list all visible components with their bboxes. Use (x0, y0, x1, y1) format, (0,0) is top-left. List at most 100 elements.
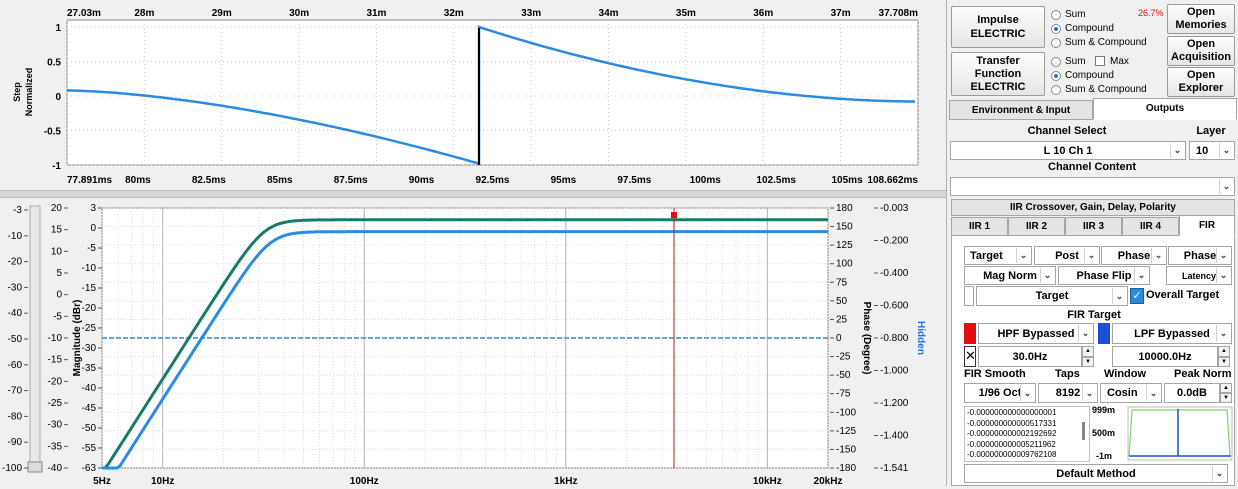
impulse-radio-sum-compound[interactable]: Sum & Compound (1051, 37, 1147, 48)
button-label: Memories (1175, 19, 1227, 31)
stepper-down-icon[interactable]: ▼ (1082, 356, 1094, 367)
axis-tick: -5 (53, 311, 62, 322)
transfer-radio-compound[interactable]: Compound (1051, 70, 1114, 81)
channel-select-dropdown[interactable]: L 10 Ch 1 ⌄ (950, 141, 1186, 160)
stepper-up-icon[interactable]: ▲ (1082, 346, 1094, 357)
dropdown-value: Cosin (1107, 387, 1138, 399)
chevron-down-icon: ⌄ (1216, 325, 1230, 342)
chevron-down-icon: ⌄ (1016, 248, 1030, 263)
axis-tick: -125 (836, 426, 856, 437)
stepper-up-icon[interactable]: ▲ (1218, 346, 1230, 357)
iir-header-tab[interactable]: IIR Crossover, Gain, Delay, Polarity (951, 199, 1235, 216)
hpf-color-swatch[interactable] (964, 323, 976, 344)
lpf-frequency-field[interactable]: 10000.0Hz (1112, 346, 1218, 367)
impulse-button[interactable]: Impulse ELECTRIC (951, 6, 1045, 48)
phase-dropdown-2[interactable]: Phase ⌄ (1168, 246, 1232, 265)
tab-iir-3[interactable]: IIR 3 (1065, 217, 1122, 236)
axis-tick: 0 (836, 333, 842, 344)
transfer-function-button[interactable]: Transfer Function ELECTRIC (951, 52, 1045, 96)
freq-plot-area[interactable]: -3 -10 -20 -30 -40 -50 -60 -70 -80 -90 -100 20 15 10… (0, 198, 946, 487)
tab-iir-4[interactable]: IIR 4 (1122, 217, 1179, 236)
latency-dropdown[interactable]: Latency ⌄ (1166, 266, 1232, 285)
hpf-frequency-field[interactable]: 30.0Hz (978, 346, 1082, 367)
step-bottom-tick: 108.662ms (867, 175, 918, 186)
window-dropdown[interactable]: Cosin ⌄ (1100, 383, 1162, 403)
step-bottom-tick: 102.5ms (756, 175, 796, 186)
coefficient-list[interactable]: -0.000000000000000001 -0.000000000000517… (964, 406, 1090, 462)
tab-environment-input[interactable]: Environment & Input (949, 100, 1093, 120)
hpf-dropdown[interactable]: HPF Bypassed ⌄ (978, 323, 1094, 344)
overall-target-label: Overall Target (1146, 289, 1220, 301)
radio-dot (1051, 56, 1061, 67)
peak-norm-field[interactable]: 0.0dB (1164, 383, 1220, 403)
method-dropdown[interactable]: Default Method ⌄ (964, 464, 1228, 483)
step-plot-area[interactable]: 27.03m 28m 29m 30m 31m 32m 33m 34m 35m 36m 37m 37.7… (0, 0, 946, 190)
lpf-frequency-stepper[interactable]: ▲ ▼ (1218, 346, 1230, 367)
step-top-tick: 34m (599, 8, 619, 19)
dropdown-value: Phase (1183, 249, 1217, 262)
channel-content-dropdown[interactable]: ⌄ (950, 177, 1235, 196)
axis-tick: 10 (51, 246, 63, 257)
tab-outputs[interactable]: Outputs (1093, 98, 1237, 120)
dropdown-value: Mag Norm (983, 269, 1037, 282)
fir-smooth-dropdown[interactable]: 1/96 Oct ⌄ (964, 383, 1036, 403)
axis-tick: -15 (82, 283, 97, 294)
step-y-tick: 0 (55, 92, 61, 103)
axis-tick: -30 (82, 343, 97, 354)
fir-target-label: FIR Target (1067, 309, 1121, 321)
dropdown-value: Phase (1117, 249, 1151, 262)
stepper-up-icon[interactable]: ▲ (1220, 383, 1232, 393)
tab-iir-2[interactable]: IIR 2 (1008, 217, 1065, 236)
chevron-down-icon: ⌄ (1212, 466, 1226, 481)
dropdown-value: Phase Flip (1076, 269, 1132, 282)
hpf-frequency-stepper[interactable]: ▲ ▼ (1082, 346, 1094, 367)
step-ylabel-1: Step (12, 82, 22, 102)
freq-x-tick: 100Hz (350, 476, 379, 486)
tab-iir-1[interactable]: IIR 1 (951, 217, 1008, 236)
open-memories-button[interactable]: Open Memories (1167, 4, 1235, 34)
post-dropdown[interactable]: Post ⌄ (1034, 246, 1100, 265)
taps-dropdown[interactable]: 8192 ⌄ (1038, 383, 1098, 403)
lpf-color-swatch[interactable] (1098, 323, 1110, 344)
open-explorer-button[interactable]: Open Explorer (1167, 67, 1235, 97)
impulse-radio-compound[interactable]: Compound (1051, 23, 1114, 34)
max-checkbox[interactable] (1095, 56, 1105, 66)
phase-dropdown-1[interactable]: Phase ⌄ (1101, 246, 1167, 265)
axis-tick: 25 (836, 314, 848, 325)
transfer-radio-sum-compound[interactable]: Sum & Compound (1051, 84, 1147, 95)
layer-dropdown[interactable]: 10 ⌄ (1189, 141, 1235, 160)
radio-dot (1051, 70, 1061, 81)
lpf-dropdown[interactable]: LPF Bypassed ⌄ (1112, 323, 1232, 344)
step-bottom-tick: 80ms (125, 175, 151, 186)
chevron-down-icon: ⌄ (1146, 385, 1160, 401)
peak-norm-stepper[interactable]: ▲ ▼ (1220, 383, 1232, 403)
coefficient-scrollbar[interactable] (1082, 422, 1085, 440)
radio-dot (1051, 23, 1061, 34)
open-acquisition-button[interactable]: Open Acquisition (1167, 36, 1235, 66)
step-top-tick: 33m (521, 8, 541, 19)
mag-norm-dropdown[interactable]: Mag Norm ⌄ (964, 266, 1056, 285)
axis-tick: 20 (51, 203, 63, 214)
overall-target-checkbox[interactable]: ✓ (1130, 288, 1144, 304)
percent-readout: 26.7% (1138, 8, 1164, 18)
target-dropdown[interactable]: Target ⌄ (964, 246, 1032, 265)
target-color-swatch[interactable] (964, 286, 974, 306)
stepper-down-icon[interactable]: ▼ (1220, 393, 1232, 403)
hpf-disable-icon[interactable]: ✕ (964, 346, 976, 367)
axis-tick: -1.000 (880, 366, 909, 377)
splitter[interactable] (0, 190, 946, 198)
window-label: Window (1104, 368, 1147, 380)
phase-flip-dropdown[interactable]: Phase Flip ⌄ (1058, 266, 1150, 285)
stepper-down-icon[interactable]: ▼ (1218, 356, 1230, 367)
target-select-dropdown[interactable]: Target ⌄ (976, 286, 1128, 306)
gain-slider-track (29, 205, 41, 469)
impulse-radio-sum[interactable]: Sum (1051, 9, 1086, 20)
axis-tick: 75 (836, 277, 848, 288)
transfer-radio-sum[interactable]: Sum (1051, 56, 1086, 67)
tab-fir[interactable]: FIR (1179, 215, 1235, 236)
step-top-tick: 31m (366, 8, 386, 19)
channel-content-label: Channel Content (1048, 161, 1136, 173)
button-label: Open (1186, 69, 1216, 81)
axis-tick: -90 (8, 437, 23, 448)
axis-tick: 0 (56, 290, 62, 301)
